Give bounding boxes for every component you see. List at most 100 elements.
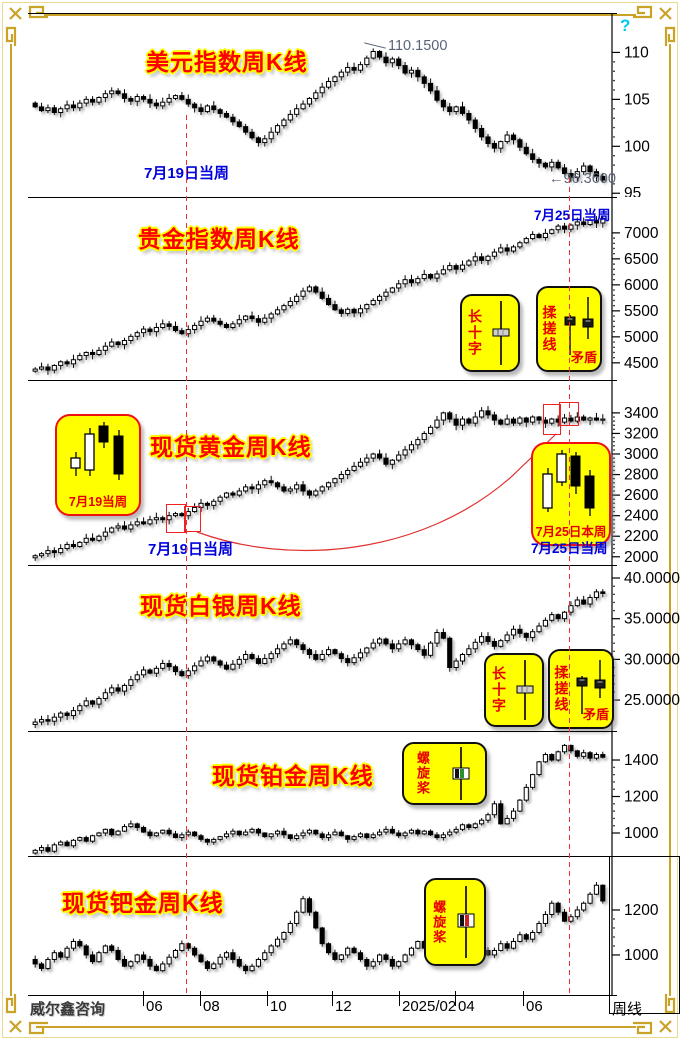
spot-platinum-weekly-chart: 1400 1200 1000 [32, 731, 659, 856]
callout-kneading: 揉搓线 矛盾 [548, 649, 614, 729]
panel-precious-metal-index: 7000 6500 6000 5500 5000 4500 贵金指数周K线 7月25日当周… [0, 197, 680, 380]
kneading-candles-glyph [576, 660, 605, 714]
panel-separator [28, 13, 617, 14]
callout-jul19-pattern: 7月19当周 [55, 414, 141, 516]
dashed-marker-jul25 [569, 178, 570, 995]
gold-jul25-candles-glyph [542, 450, 595, 516]
y-tick-label: 2000 [624, 549, 659, 565]
panel-separator [28, 565, 617, 566]
gold-jul19-candles-glyph [70, 422, 124, 480]
callout-jul25-pattern: 7月25日本周 [531, 442, 611, 546]
date-marker-jul25: 7月25日当周 [534, 208, 611, 223]
y-tick-label: 95 [624, 185, 641, 197]
spot-silver-weekly-chart: 40.0000 35.0000 30.0000 25.0000 [32, 565, 680, 731]
callout-propeller: 螺旋桨 [402, 742, 487, 805]
usd-index-weekly-chart: 110 105 100 95 [32, 13, 650, 197]
panel-separator [28, 856, 617, 857]
spot-palladium-weekly-chart: 1200 1000 [32, 856, 659, 995]
x-tick-label: 12 [335, 998, 352, 1015]
panel-title-gold: 现货黄金周K线 [150, 434, 312, 460]
x-tick [332, 991, 333, 1006]
y-tick-label: 30.0000 [624, 651, 680, 668]
x-tick [455, 991, 456, 1006]
y-tick-label: 3400 [624, 405, 659, 422]
period-label: 周线 [612, 1001, 643, 1018]
trend-pointer-curve [196, 433, 557, 552]
peak-annotation: 110.1500 [364, 38, 447, 54]
y-tick-label: 105 [624, 91, 650, 108]
frame-right-line [669, 44, 671, 996]
y-tick-label: 6500 [624, 251, 659, 268]
y-tick-label: 35.0000 [624, 611, 680, 628]
frame-top-line [44, 14, 636, 16]
panel-title-usd: 美元指数周K线 [146, 49, 308, 75]
panel-separator [28, 380, 617, 381]
x-tick-label: 06 [526, 998, 543, 1015]
y-tick-label: 7000 [624, 225, 659, 242]
y-tick-label: 40.0000 [624, 570, 680, 587]
x-tick [523, 991, 524, 1006]
y-tick-label: 100 [624, 138, 650, 155]
x-tick-label: 08 [203, 998, 220, 1015]
y-tick-label: 1400 [624, 752, 659, 769]
arrow-left-icon: ← [549, 171, 564, 187]
y-tick-label: 4500 [624, 355, 659, 372]
corner-ornament-icon [5, 994, 48, 1035]
brand-watermark: 威尔鑫咨询 [30, 1001, 106, 1018]
highlight-box [543, 404, 561, 435]
y-tick-label: 25.0000 [624, 692, 680, 709]
y-tick-label: 2800 [624, 467, 659, 484]
panel-spot-palladium: 1200 1000 现货钯金周K线 螺旋桨 [0, 856, 680, 995]
help-icon[interactable]: ? [620, 16, 631, 35]
contradiction-label: 矛盾 [570, 350, 597, 365]
corner-ornament-icon [633, 5, 676, 46]
doji-candle-glyph [492, 301, 510, 365]
callout-propeller: 螺旋桨 [424, 878, 486, 966]
frame-bottom-line [44, 1026, 636, 1028]
y-tick-label: 1000 [624, 947, 659, 964]
y-tick-label: 2600 [624, 487, 659, 504]
y-tick-label: 1200 [624, 902, 659, 919]
callout-long-cross: 长十字 [460, 294, 520, 372]
panel-title-palladium: 现货钯金周K线 [62, 890, 224, 916]
precious-metal-index-weekly-chart: 7000 6500 6000 5500 5000 4500 [32, 197, 659, 380]
frame-left-line [10, 44, 12, 996]
date-marker-jul19: 7月19日当周 [148, 541, 234, 558]
highlight-box [166, 504, 186, 533]
x-tick [143, 991, 144, 1006]
x-tick-label: 04 [458, 998, 475, 1015]
y-tick-label: 2400 [624, 508, 659, 525]
panel-separator [28, 197, 617, 198]
callout-long-cross: 长十字 [484, 653, 544, 727]
panel-title-pmi: 贵金指数周K线 [138, 226, 300, 252]
panel-spot-silver: 40.0000 35.0000 30.0000 25.0000 现货白银周K线 长十字… [0, 565, 680, 731]
y-tick-label: 5000 [624, 329, 659, 346]
x-tick-label: 10 [270, 998, 287, 1015]
time-axis: 威尔鑫咨询 06 08 10 12 2025/02 04 06 周线 [0, 991, 680, 1018]
y-tick-label: 3000 [624, 446, 659, 463]
y-tick-label: 110 [624, 44, 649, 61]
y-tick-label: 3200 [624, 425, 659, 442]
panel-title-silver: 现货白银周K线 [140, 593, 302, 619]
x-tick-label: 2025/02 [402, 998, 457, 1015]
dashed-marker-jul19 [186, 115, 187, 995]
panel-spot-platinum: 1400 1200 1000 现货铂金周K线 螺旋桨 [0, 731, 680, 856]
y-tick-label: 6000 [624, 277, 659, 294]
panel-separator [28, 995, 617, 996]
panel-separator [28, 731, 617, 732]
propeller-candle-glyph [452, 747, 470, 800]
x-tick [200, 991, 201, 1006]
y-tick-label: 5500 [624, 303, 659, 320]
propeller-candle-glyph [457, 886, 475, 958]
x-tick [267, 991, 268, 1006]
leader-line [364, 42, 386, 49]
y-tick-label: 1200 [624, 789, 659, 806]
y-tick-label: 1000 [624, 825, 659, 842]
highlight-box [184, 506, 201, 532]
doji-candle-glyph [516, 660, 534, 720]
corner-ornament-icon [633, 994, 676, 1035]
x-tick [399, 991, 400, 1006]
y-tick-label: 2200 [624, 528, 659, 545]
panel-spot-gold: 3400 3200 3000 2800 2600 2400 2200 2000 现货黄金周K线… [0, 380, 680, 565]
